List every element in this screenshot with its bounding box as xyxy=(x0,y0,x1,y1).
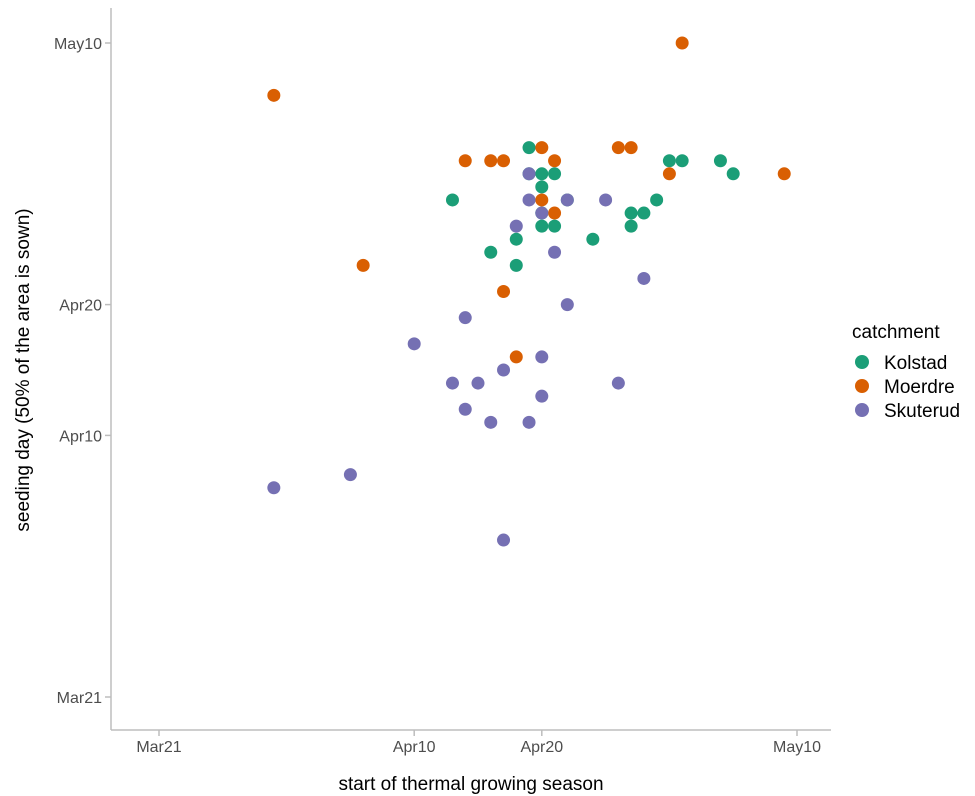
point-kolstad xyxy=(445,193,459,207)
legend-label-kolstad: Kolstad xyxy=(884,353,947,374)
point-kolstad xyxy=(726,167,740,181)
point-kolstad xyxy=(637,206,651,220)
point-moerdre xyxy=(497,154,511,168)
point-kolstad xyxy=(713,154,727,168)
point-skuterud xyxy=(484,415,498,429)
x-tick-label: Apr10 xyxy=(393,739,436,756)
point-moerdre xyxy=(484,154,498,168)
point-skuterud xyxy=(560,298,574,312)
point-moerdre xyxy=(458,154,472,168)
legend-label-moerdre: Moerdre xyxy=(884,377,955,398)
point-kolstad xyxy=(535,180,549,194)
point-kolstad xyxy=(662,154,676,168)
point-moerdre xyxy=(611,141,625,155)
point-kolstad xyxy=(509,232,523,246)
point-kolstad xyxy=(586,232,600,246)
legend: catchment Kolstad Moerdre Skuterud xyxy=(852,322,960,422)
x-ticks: Mar21 Apr10 Apr20 May10 xyxy=(136,730,821,756)
point-skuterud xyxy=(497,363,511,377)
point-skuterud xyxy=(509,219,523,233)
point-skuterud xyxy=(497,533,511,547)
point-kolstad xyxy=(484,245,498,259)
point-skuterud xyxy=(458,311,472,325)
y-tick-label: Apr10 xyxy=(59,428,102,445)
point-skuterud xyxy=(599,193,613,207)
point-moerdre xyxy=(509,350,523,364)
point-moerdre xyxy=(662,167,676,181)
y-axis-title: seeding day (50% of the area is sown) xyxy=(13,208,34,531)
point-moerdre xyxy=(777,167,791,181)
point-skuterud xyxy=(343,468,357,482)
x-tick-label: Apr20 xyxy=(520,739,563,756)
point-skuterud xyxy=(535,206,549,220)
point-skuterud xyxy=(522,193,536,207)
point-skuterud xyxy=(637,271,651,285)
y-tick-label: Apr20 xyxy=(59,298,102,315)
point-kolstad xyxy=(624,219,638,233)
point-moerdre xyxy=(356,258,370,272)
x-axis-title: start of thermal growing season xyxy=(338,774,603,795)
point-kolstad xyxy=(535,167,549,181)
y-tick-label: Mar21 xyxy=(57,690,102,707)
point-moerdre xyxy=(497,285,511,299)
y-tick-label: May10 xyxy=(54,36,102,53)
x-tick-label: Mar21 xyxy=(136,739,181,756)
point-skuterud xyxy=(548,245,562,259)
point-skuterud xyxy=(522,415,536,429)
legend-title: catchment xyxy=(852,322,940,343)
point-kolstad xyxy=(535,219,549,233)
point-skuterud xyxy=(560,193,574,207)
legend-key-kolstad xyxy=(855,355,869,369)
point-moerdre xyxy=(535,141,549,155)
axes xyxy=(110,8,831,731)
legend-key-skuterud xyxy=(855,403,869,417)
point-kolstad xyxy=(548,219,562,233)
point-moerdre xyxy=(548,154,562,168)
point-kolstad xyxy=(509,258,523,272)
point-kolstad xyxy=(624,206,638,220)
legend-label-skuterud: Skuterud xyxy=(884,401,960,422)
legend-key-moerdre xyxy=(855,379,869,393)
point-moerdre xyxy=(267,88,281,102)
x-tick-label: May10 xyxy=(773,739,821,756)
point-skuterud xyxy=(407,337,421,351)
point-moerdre xyxy=(624,141,638,155)
legend-items: Kolstad Moerdre Skuterud xyxy=(855,353,960,422)
point-skuterud xyxy=(471,376,485,390)
point-skuterud xyxy=(522,167,536,181)
point-skuterud xyxy=(535,350,549,364)
point-kolstad xyxy=(522,141,536,155)
point-skuterud xyxy=(611,376,625,390)
point-skuterud xyxy=(267,481,281,495)
point-skuterud xyxy=(535,389,549,403)
y-ticks: Mar21 Apr10 Apr20 May10 xyxy=(54,36,111,707)
data-points xyxy=(267,36,791,547)
point-skuterud xyxy=(445,376,459,390)
point-kolstad xyxy=(548,167,562,181)
point-kolstad xyxy=(650,193,664,207)
point-skuterud xyxy=(458,402,472,416)
point-moerdre xyxy=(675,36,689,50)
point-kolstad xyxy=(675,154,689,168)
point-moerdre xyxy=(548,206,562,220)
point-moerdre xyxy=(535,193,549,207)
